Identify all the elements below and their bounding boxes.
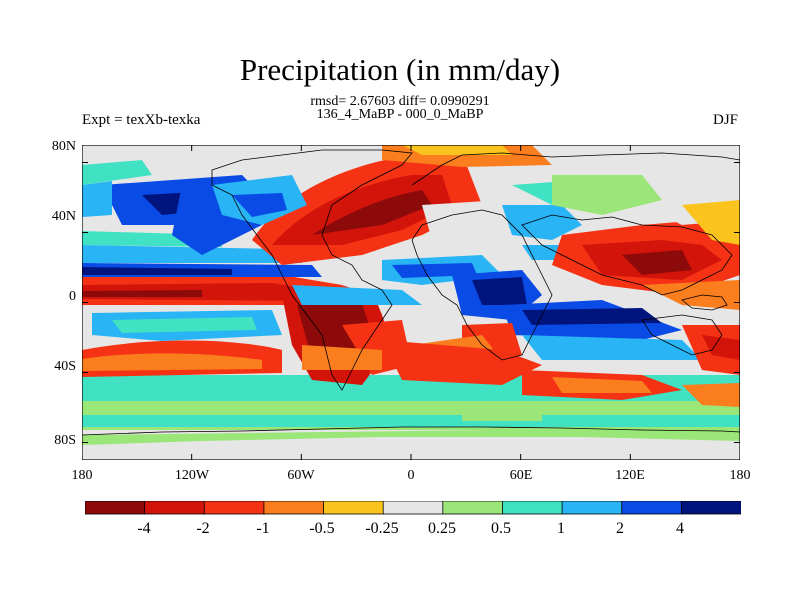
colorbar-label-0-25: 0.25	[428, 520, 456, 537]
stats-line: rmsd= 2.67603 diff= 0.0990291	[310, 94, 490, 109]
colorbar-box-8	[561, 501, 623, 515]
map-field	[82, 145, 740, 460]
y-tick-label-40n: 40N	[51, 209, 76, 224]
colorbar-label-neg1: -1	[256, 520, 270, 537]
colorbar-label-4: 4	[676, 520, 684, 537]
colorbar-label-neg0-5: -0.5	[309, 520, 335, 537]
colorbar-box-0	[85, 501, 146, 515]
experiment-label: Expt = texXb-texka	[82, 112, 201, 128]
colorbar-label-0-5: 0.5	[491, 520, 511, 537]
colorbar-box-4	[323, 501, 384, 515]
colorbar-box-3	[263, 501, 325, 515]
y-tick-label-40s: 40S	[54, 359, 76, 374]
x-ticks	[82, 145, 740, 460]
colorbar-label-2: 2	[616, 520, 624, 537]
colorbar-box-5	[382, 501, 444, 515]
colorbar-label-neg2: -2	[196, 520, 210, 537]
colorbar-label-1: 1	[557, 520, 565, 537]
chart-title: Precipitation (in mm/day)	[239, 52, 561, 87]
colorbar-box-9	[621, 501, 683, 515]
precipitation-map	[82, 145, 740, 460]
colorbar-box-10	[680, 501, 741, 515]
coastlines	[82, 149, 740, 436]
colorbar	[85, 501, 741, 515]
comparison-label: 136_4_MaBP - 000_0_MaBP	[316, 107, 484, 122]
colorbar-box-1	[144, 501, 205, 515]
x-tick-label-180w: 180	[71, 468, 93, 483]
colorbar-box-2	[203, 501, 265, 515]
x-tick-label-120w: 120W	[174, 468, 210, 483]
y-tick-label-80s: 80S	[54, 433, 76, 448]
x-tick-label-0: 0	[407, 468, 415, 483]
colorbar-box-7	[502, 501, 563, 515]
x-tick-label-60e: 60E	[509, 468, 533, 483]
colorbar-label-neg4: -4	[137, 520, 151, 537]
season-label: DJF	[712, 112, 738, 128]
y-tick-label-80n: 80N	[51, 139, 76, 154]
colorbar-box-6	[442, 501, 504, 515]
colorbar-label-neg0-25: -0.25	[365, 520, 399, 537]
y-tick-label-0: 0	[69, 289, 76, 304]
y-ticks	[82, 162, 740, 443]
x-tick-label-60w: 60W	[287, 468, 315, 483]
x-tick-label-120e: 120E	[615, 468, 645, 483]
x-tick-label-180e: 180	[729, 468, 751, 483]
